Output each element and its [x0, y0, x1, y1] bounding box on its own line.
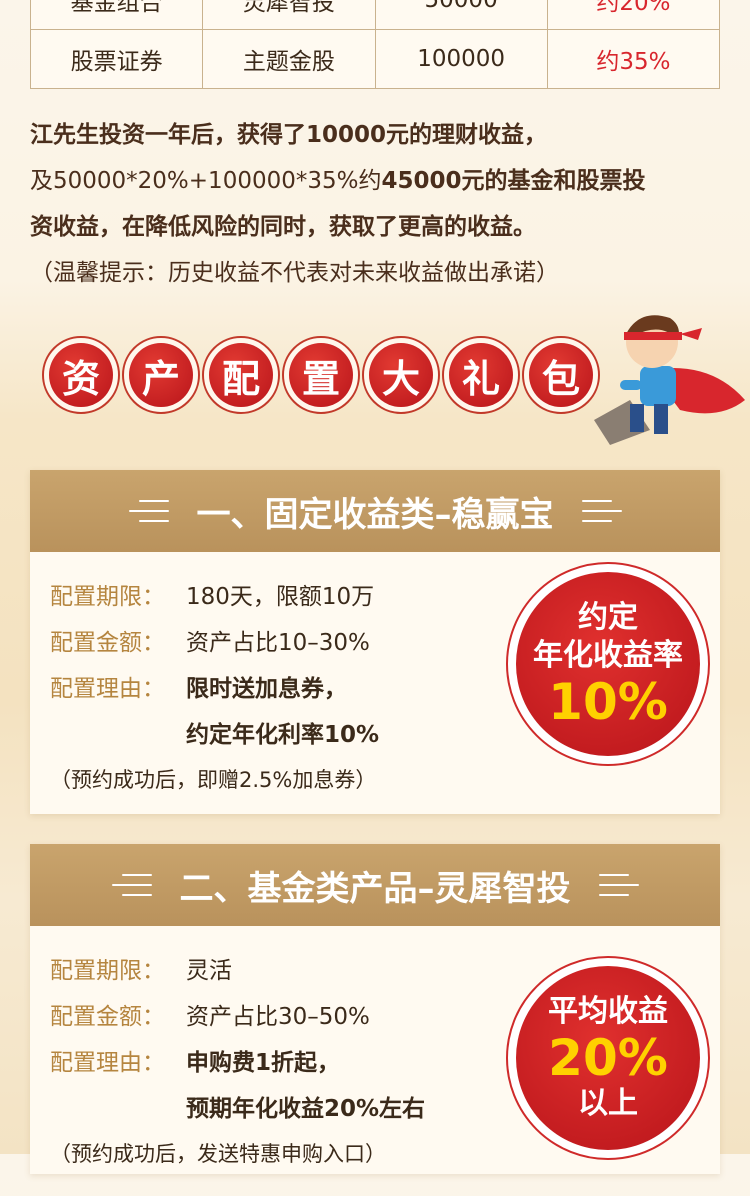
decor-lines-icon [128, 500, 169, 522]
table-row: 股票证券 主题金股 100000 约35% [29, 29, 721, 89]
period-value: 灵活 [186, 958, 232, 984]
gift-char-ball: 产 [122, 336, 200, 414]
panel-body: 配置期限： 灵活 配置金额： 资产占比30–50% 配置理由： 申购费1折起， 预期年… [30, 926, 720, 1196]
reason-value: 申购费1折起， [186, 1050, 341, 1076]
panel-header: 二、基金类产品–灵犀智投 [30, 844, 720, 926]
gift-char: 配 [209, 343, 273, 407]
badge-rate: 20% [548, 1029, 668, 1087]
summary-line: 资收益，在降低风险的同时，获取了更高的收益。 [30, 214, 536, 240]
panel-title: 二、基金类产品–灵犀智投 [179, 868, 571, 909]
fund-panel: 二、基金类产品–灵犀智投 配置期限： 灵活 配置金额： 资产占比30–50% 配置理… [30, 844, 720, 1174]
table-cell: 股票证券 [29, 29, 204, 89]
reason-value: 限时送加息券， [186, 676, 347, 702]
amount-value: 资产占比30–50% [186, 1004, 370, 1030]
gift-char-ball: 配 [202, 336, 280, 414]
gift-char-ball: 置 [282, 336, 360, 414]
summary-text: 江先生投资一年后，获得了10000元的理财收益， 及50000*20%+1000… [30, 112, 720, 296]
summary-line-part: 及50000*20%+100000*35%约 [30, 168, 382, 194]
superhero-mascot-illustration [594, 315, 745, 445]
badge-line: 平均收益 [548, 994, 668, 1029]
disclaimer-note: （温馨提示：历史收益不代表对未来收益做出承诺） [30, 260, 559, 286]
gift-char-ball: 大 [362, 336, 440, 414]
panel-title: 一、固定收益类–稳赢宝 [196, 494, 554, 535]
table-cell: 100000 [374, 29, 548, 89]
amount-value: 资产占比10–30% [186, 630, 370, 656]
gift-char: 置 [289, 343, 353, 407]
period-label: 配置期限： [50, 958, 165, 984]
reason-label: 配置理由： [50, 1050, 165, 1076]
summary-line: 江先生投资一年后，获得了10000元的理财收益， [30, 122, 548, 148]
table-cell: 基金组合 [29, 0, 204, 30]
gift-char-ball: 礼 [442, 336, 520, 414]
table-cell: 约35% [546, 29, 721, 89]
panel-header: 一、固定收益类–稳赢宝 [30, 470, 720, 552]
yield-badge: 约定 年化收益率 10% [506, 562, 710, 766]
reason-value: 约定年化利率10% [186, 722, 380, 748]
table-cell: 主题金股 [202, 29, 376, 89]
gift-pack-banner: 资 产 配 置 大 礼 包 [42, 336, 600, 414]
summary-line: 及50000*20%+100000*35%约45000元的基金和股票投 [30, 158, 720, 204]
badge-line: 年化收益率 [533, 638, 683, 673]
period-label: 配置期限： [50, 584, 165, 610]
table-cell: 50000 [374, 0, 548, 30]
panel-body: 配置期限： 180天，限额10万 配置金额： 资产占比10–30% 配置理由： 限时送… [30, 552, 720, 822]
panel-note: （预约成功后，即赠2.5%加息券） [50, 768, 377, 792]
decor-lines-icon [598, 874, 639, 896]
summary-line-bold: 45000元的基金和股票投 [381, 168, 646, 194]
table-cell: 灵犀智投 [202, 0, 376, 30]
period-value: 180天，限额10万 [186, 584, 375, 610]
reason-label: 配置理由： [50, 676, 165, 702]
gift-char: 礼 [449, 343, 513, 407]
decor-lines-icon [111, 874, 152, 896]
table-row: 基金组合 灵犀智投 50000 约20% [29, 0, 721, 30]
amount-label: 配置金额： [50, 630, 165, 656]
yield-badge: 平均收益 20% 以上 [506, 956, 710, 1160]
decor-lines-icon [581, 500, 622, 522]
gift-char: 大 [369, 343, 433, 407]
table-cell: 约20% [546, 0, 721, 30]
gift-char: 资 [49, 343, 113, 407]
allocation-table: 基金组合 灵犀智投 50000 约20% 股票证券 主题金股 100000 约3… [29, 0, 721, 89]
gift-char-ball: 包 [522, 336, 600, 414]
amount-label: 配置金额： [50, 1004, 165, 1030]
badge-line: 约定 [578, 600, 638, 635]
reason-value: 预期年化收益20%左右 [186, 1096, 426, 1122]
badge-rate: 10% [548, 673, 668, 731]
gift-char: 产 [129, 343, 193, 407]
gift-char-ball: 资 [42, 336, 120, 414]
fixed-income-panel: 一、固定收益类–稳赢宝 配置期限： 180天，限额10万 配置金额： 资产占比10–… [30, 470, 720, 814]
badge-line: 以上 [578, 1086, 638, 1121]
gift-char: 包 [529, 343, 593, 407]
